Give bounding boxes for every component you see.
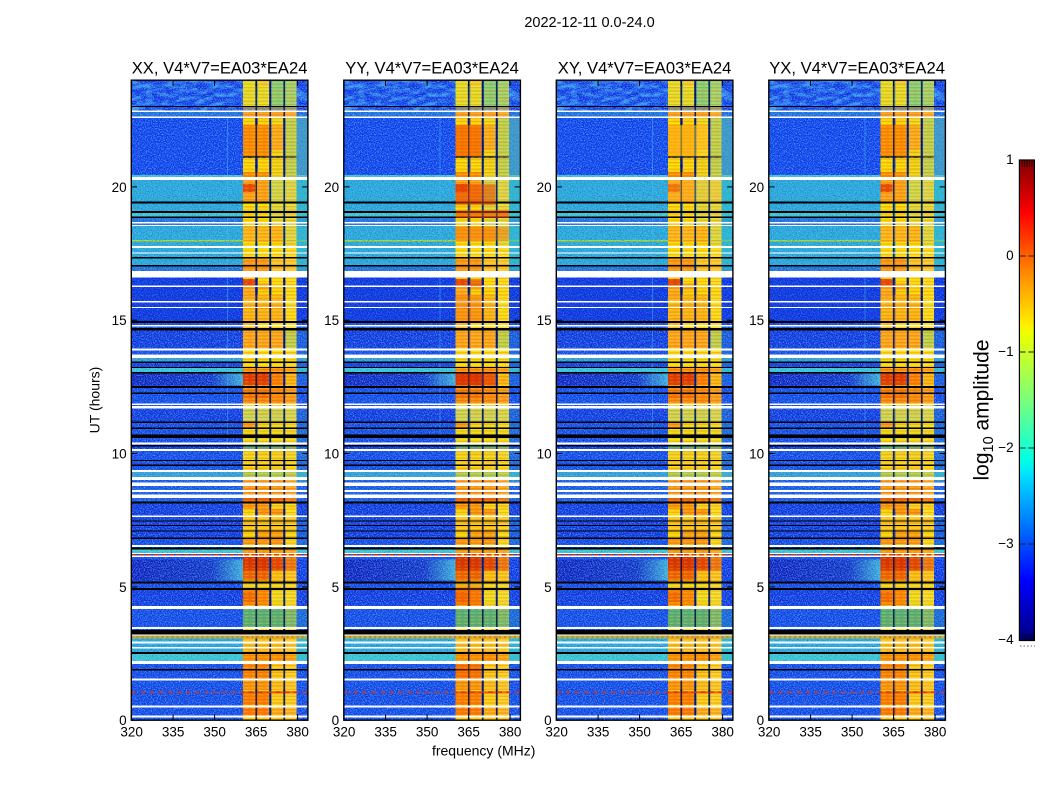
svg-text:350: 350 — [628, 725, 651, 740]
svg-text:log10 amplitude: log10 amplitude — [971, 339, 998, 480]
svg-text:2022-12-11 0.0-24.0: 2022-12-11 0.0-24.0 — [524, 15, 654, 31]
svg-text:350: 350 — [416, 725, 439, 740]
svg-text:20: 20 — [749, 180, 764, 195]
svg-text:15: 15 — [749, 313, 764, 328]
svg-text:5: 5 — [757, 580, 765, 595]
svg-text:−2: −2 — [998, 440, 1013, 455]
svg-text:20: 20 — [537, 180, 552, 195]
svg-text:5: 5 — [119, 580, 127, 595]
svg-text:380: 380 — [286, 725, 309, 740]
svg-text:335: 335 — [587, 725, 610, 740]
svg-text:320: 320 — [333, 725, 356, 740]
svg-text:365: 365 — [882, 725, 905, 740]
svg-text:−4: −4 — [998, 632, 1014, 647]
svg-text:0: 0 — [544, 713, 552, 728]
svg-text:XX, V4*V7=EA03*EA24: XX, V4*V7=EA03*EA24 — [132, 59, 308, 78]
svg-text:10: 10 — [112, 446, 127, 461]
svg-text:20: 20 — [112, 180, 127, 195]
svg-text:365: 365 — [670, 725, 693, 740]
svg-text:350: 350 — [203, 725, 226, 740]
svg-text:YX, V4*V7=EA03*EA24: YX, V4*V7=EA03*EA24 — [769, 59, 945, 78]
svg-text:335: 335 — [374, 725, 397, 740]
svg-text:380: 380 — [924, 725, 947, 740]
svg-text:0: 0 — [757, 713, 765, 728]
svg-text:15: 15 — [537, 313, 552, 328]
svg-text:365: 365 — [245, 725, 268, 740]
svg-text:335: 335 — [162, 725, 185, 740]
svg-text:frequency (MHz): frequency (MHz) — [432, 743, 535, 759]
svg-text:15: 15 — [324, 313, 339, 328]
svg-text:320: 320 — [120, 725, 143, 740]
svg-text:0: 0 — [332, 713, 340, 728]
svg-text:5: 5 — [544, 580, 552, 595]
svg-text:5: 5 — [332, 580, 340, 595]
svg-text:0: 0 — [119, 713, 127, 728]
svg-text:−3: −3 — [998, 536, 1013, 551]
svg-text:1: 1 — [1006, 152, 1014, 167]
svg-text:YY, V4*V7=EA03*EA24: YY, V4*V7=EA03*EA24 — [345, 59, 519, 78]
svg-text:0: 0 — [1006, 248, 1014, 263]
svg-text:320: 320 — [545, 725, 568, 740]
svg-text:XY, V4*V7=EA03*EA24: XY, V4*V7=EA03*EA24 — [558, 59, 732, 78]
svg-text:365: 365 — [457, 725, 480, 740]
svg-text:15: 15 — [112, 313, 127, 328]
svg-text:UT (hours): UT (hours) — [87, 367, 103, 434]
svg-text:10: 10 — [749, 446, 764, 461]
svg-text:380: 380 — [499, 725, 522, 740]
svg-text:10: 10 — [537, 446, 552, 461]
svg-text:−1: −1 — [998, 344, 1013, 359]
svg-text:335: 335 — [799, 725, 822, 740]
svg-text:350: 350 — [841, 725, 864, 740]
svg-text:320: 320 — [758, 725, 781, 740]
svg-text:20: 20 — [324, 180, 339, 195]
svg-text:380: 380 — [711, 725, 734, 740]
svg-text:10: 10 — [324, 446, 339, 461]
